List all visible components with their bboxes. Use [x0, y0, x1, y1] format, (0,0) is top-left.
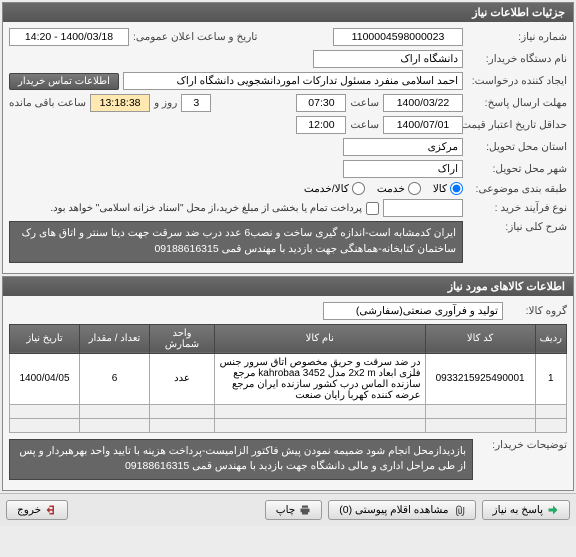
radio-service-input[interactable]	[408, 182, 421, 195]
price-date-value: 1400/07/01	[383, 116, 463, 134]
items-panel-header: اطلاعات کالاهای مورد نیاز	[3, 277, 573, 296]
items-table: ردیف کد کالا نام کالا واحد شمارش تعداد /…	[9, 324, 567, 433]
radio-goods-input[interactable]	[450, 182, 463, 195]
buyer-org-label: نام دستگاه خریدار:	[467, 53, 567, 65]
footer-bar: پاسخ به نیاز مشاهده اقلام پیوستی (0) چاپ…	[0, 493, 576, 526]
th-code: کد کالا	[425, 324, 535, 353]
contact-button-label: اطلاعات تماس خریدار	[18, 76, 110, 87]
th-row: ردیف	[535, 324, 566, 353]
radio-goods-service-input[interactable]	[352, 182, 365, 195]
printer-icon	[299, 504, 311, 516]
radio-service[interactable]: خدمت	[377, 182, 421, 195]
table-row-empty	[10, 404, 567, 418]
print-button-label: چاپ	[276, 504, 296, 516]
delivery-state-label: استان محل تحویل:	[467, 141, 567, 153]
th-date: تاریخ نیاز	[10, 324, 80, 353]
total-desc-value: ایران کدمشابه است-اندازه گیری ساخت و نصب…	[9, 221, 463, 263]
buyer-org-value: دانشگاه اراک	[313, 50, 463, 68]
cell-date: 1400/04/05	[10, 353, 80, 404]
radio-goods-label: کالا	[433, 183, 447, 195]
need-no-value: 1100004598000023	[333, 28, 463, 46]
partial-label: پرداخت تمام یا بخشی از مبلغ خرید،از محل …	[50, 203, 362, 214]
radio-goods-service[interactable]: کالا/خدمت	[304, 182, 365, 195]
reply-time-value: 07:30	[296, 94, 346, 112]
radio-goods[interactable]: کالا	[433, 182, 463, 195]
arrow-icon	[547, 504, 559, 516]
info-panel: جزئیات اطلاعات نیاز شماره نیاز: 11000045…	[2, 2, 574, 274]
price-valid-label: حداقل تاریخ اعتبار قیمت: تا تاریخ:	[467, 119, 567, 131]
table-header-row: ردیف کد کالا نام کالا واحد شمارش تعداد /…	[10, 324, 567, 353]
exit-icon	[45, 504, 57, 516]
h-label-1: ساعت	[350, 97, 379, 109]
time-left-value: 13:18:38	[90, 94, 150, 112]
pub-dt-value: 1400/03/18 - 14:20	[9, 28, 129, 46]
th-qty: تعداد / مقدار	[80, 324, 150, 353]
process-value	[383, 199, 463, 217]
reply-deadline-label: مهلت ارسال پاسخ:	[467, 97, 567, 109]
th-name: نام کالا	[215, 324, 426, 353]
class-radio-group: کالا خدمت کالا/خدمت	[304, 182, 463, 195]
need-no-label: شماره نیاز:	[467, 31, 567, 43]
creator-label: ایجاد کننده درخواست:	[467, 75, 567, 87]
items-panel-body: گروه کالا: تولید و فرآوری صنعتی(سفارشی) …	[3, 296, 573, 491]
clip-icon	[453, 504, 465, 516]
price-time-value: 12:00	[296, 116, 346, 134]
pub-dt-label: تاریخ و ساعت اعلان عمومی:	[133, 31, 257, 43]
process-label: نوع فرآیند خرید :	[467, 202, 567, 214]
group-value: تولید و فرآوری صنعتی(سفارشی)	[323, 302, 503, 320]
items-panel: اطلاعات کالاهای مورد نیاز گروه کالا: تول…	[2, 276, 574, 492]
contact-button[interactable]: اطلاعات تماس خریدار	[9, 73, 119, 90]
remain-label: ساعت باقی مانده	[9, 97, 86, 109]
delivery-city-value: اراک	[343, 160, 463, 178]
cell-unit: عدد	[150, 353, 215, 404]
cell-qty: 6	[80, 353, 150, 404]
cell-name: در ضد سرقت و حریق مخصوص اتاق سرور جنس فل…	[215, 353, 426, 404]
exit-button[interactable]: خروج	[6, 500, 68, 520]
radio-goods-service-label: کالا/خدمت	[304, 183, 349, 195]
creator-value: احمد اسلامی منفرد مسئول تدارکات اموردانش…	[123, 72, 463, 90]
table-row[interactable]: 1 0933215925490001 در ضد سرقت و حریق مخص…	[10, 353, 567, 404]
total-desc-label: شرح کلی نیاز:	[467, 221, 567, 233]
delivery-state-value: مرکزی	[343, 138, 463, 156]
exit-button-label: خروج	[17, 504, 41, 516]
group-label: گروه کالا:	[507, 305, 567, 317]
radio-service-label: خدمت	[377, 183, 405, 195]
class-label: طبقه بندی موضوعی:	[467, 183, 567, 195]
info-panel-header: جزئیات اطلاعات نیاز	[3, 3, 573, 22]
days-left-value: 3	[181, 94, 211, 112]
respond-button[interactable]: پاسخ به نیاز	[482, 500, 570, 520]
partial-checkbox-input[interactable]	[366, 202, 379, 215]
reply-date-value: 1400/03/22	[383, 94, 463, 112]
cell-row: 1	[535, 353, 566, 404]
h-label-2: ساعت	[350, 119, 379, 131]
info-panel-body: شماره نیاز: 1100004598000023 تاریخ و ساع…	[3, 22, 573, 273]
attachments-button-label: مشاهده اقلام پیوستی (0)	[339, 504, 448, 516]
th-unit: واحد شمارش	[150, 324, 215, 353]
partial-checkbox[interactable]: پرداخت تمام یا بخشی از مبلغ خرید،از محل …	[50, 202, 379, 215]
cell-code: 0933215925490001	[425, 353, 535, 404]
delivery-city-label: شهر محل تحویل:	[467, 163, 567, 175]
table-row-empty	[10, 418, 567, 432]
buyer-notes-label: توضیحات خریدار:	[477, 439, 567, 451]
respond-button-label: پاسخ به نیاز	[493, 504, 543, 516]
buyer-notes-value: بازدیدازمحل انجام شود ضمیمه نمودن پیش فا…	[9, 439, 473, 481]
d-label: روز و	[154, 97, 177, 109]
attachments-button[interactable]: مشاهده اقلام پیوستی (0)	[328, 500, 475, 520]
print-button[interactable]: چاپ	[265, 500, 323, 520]
